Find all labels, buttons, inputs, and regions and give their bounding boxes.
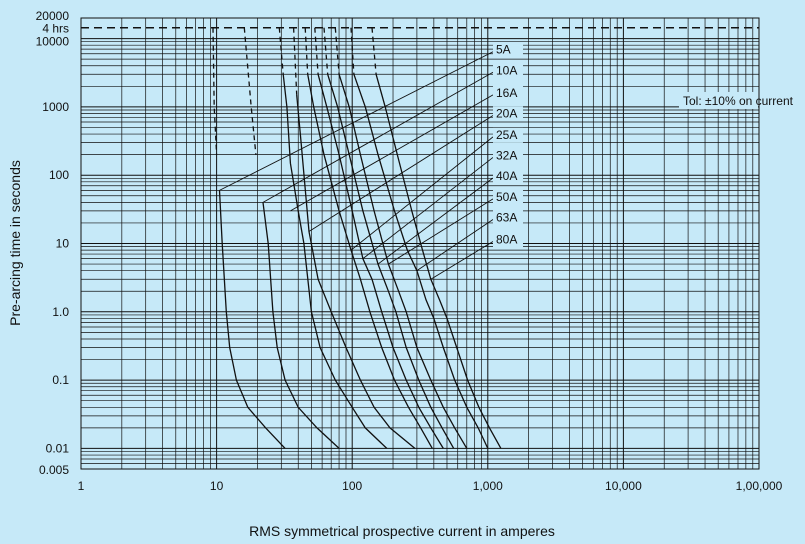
y-tick-label: 1000 bbox=[42, 100, 69, 114]
label-bg-50A bbox=[493, 189, 523, 205]
curve-20A bbox=[296, 94, 416, 449]
x-tick-label: 1,00,000 bbox=[736, 479, 783, 493]
y-tick-label: 4 hrs bbox=[42, 22, 69, 36]
series-label-5A: 5A bbox=[496, 43, 511, 57]
curve-16A-dashed bbox=[278, 27, 284, 75]
series-label-10A: 10A bbox=[496, 63, 517, 77]
x-tick-label: 10 bbox=[210, 479, 224, 493]
label-leaders bbox=[219, 51, 494, 280]
x-tick-label: 1,000 bbox=[473, 479, 503, 493]
curve-10A-dashed bbox=[243, 27, 257, 155]
curve-40A-dashed bbox=[323, 27, 329, 75]
x-tick-label: 100 bbox=[342, 479, 362, 493]
series-labels: 5A 10A 16A 20A 25A 32A 40A 50A 63A 80A bbox=[493, 42, 523, 248]
x-axis-title: RMS symmetrical prospective current in a… bbox=[249, 523, 555, 539]
series-label-16A: 16A bbox=[496, 86, 517, 100]
leader-63A bbox=[416, 219, 494, 272]
curve-5A bbox=[218, 190, 286, 449]
leader-5A bbox=[219, 51, 494, 191]
curve-40A bbox=[327, 74, 455, 449]
series-label-40A: 40A bbox=[496, 169, 517, 183]
leader-40A bbox=[377, 177, 494, 265]
series-label-80A: 80A bbox=[496, 233, 517, 247]
y-tick-label: 1.0 bbox=[52, 305, 69, 319]
label-bg-25A bbox=[493, 127, 523, 143]
leader-80A bbox=[430, 241, 494, 280]
y-tick-label: 0.1 bbox=[52, 373, 69, 387]
y-tick-label: 10000 bbox=[36, 35, 70, 49]
curve-32A bbox=[317, 74, 444, 449]
label-bg-20A bbox=[493, 106, 523, 122]
curve-25A bbox=[307, 74, 433, 449]
label-bg-80A bbox=[493, 232, 523, 248]
tolerance-annotation: Tol: ±10% on current bbox=[683, 94, 794, 108]
x-tick-label: 10,000 bbox=[605, 479, 642, 493]
label-bg-5A bbox=[493, 42, 523, 58]
curve-80A-dashed bbox=[371, 27, 377, 75]
series-label-20A: 20A bbox=[496, 106, 517, 120]
label-bg-10A bbox=[493, 63, 523, 79]
curve-32A-dashed bbox=[314, 27, 319, 75]
curve-16A bbox=[282, 74, 388, 449]
y-tick-label: 100 bbox=[49, 168, 69, 182]
curve-20A-dashed bbox=[292, 27, 298, 95]
curve-50A bbox=[338, 74, 468, 449]
y-tick-label: 0.01 bbox=[46, 441, 70, 455]
curve-50A-dashed bbox=[334, 27, 340, 75]
curve-63A bbox=[353, 74, 489, 449]
x-tick-labels: 1 10 100 1,000 10,000 1,00,000 bbox=[78, 479, 783, 493]
y-tick-label: 20000 bbox=[36, 9, 70, 23]
label-bg-32A bbox=[493, 148, 523, 164]
series-label-32A: 32A bbox=[496, 148, 517, 162]
label-bg-40A bbox=[493, 169, 523, 185]
label-bg-63A bbox=[493, 210, 523, 226]
leader-16A bbox=[290, 94, 494, 212]
series-label-50A: 50A bbox=[496, 190, 517, 204]
leader-50A bbox=[388, 198, 494, 265]
series-label-25A: 25A bbox=[496, 128, 517, 142]
curve-80A bbox=[375, 74, 502, 449]
curve-5A-dashed bbox=[212, 27, 218, 155]
leader-32A bbox=[362, 157, 494, 260]
y-tick-label: 10 bbox=[56, 237, 70, 251]
curve-63A-dashed bbox=[350, 27, 355, 75]
x-tick-label: 1 bbox=[78, 479, 85, 493]
curve-10A bbox=[262, 202, 340, 449]
y-tick-label: 0.005 bbox=[39, 463, 69, 477]
leader-25A bbox=[350, 136, 494, 251]
grid bbox=[80, 17, 759, 470]
series-label-63A: 63A bbox=[496, 210, 517, 224]
curve-25A-dashed bbox=[304, 27, 309, 75]
leader-10A bbox=[262, 71, 494, 203]
leader-20A bbox=[308, 115, 494, 232]
tolerance-box bbox=[679, 92, 758, 109]
y-axis-title: Pre-arcing time in seconds bbox=[7, 160, 23, 326]
curves bbox=[212, 27, 502, 449]
label-bg-16A bbox=[493, 85, 523, 101]
